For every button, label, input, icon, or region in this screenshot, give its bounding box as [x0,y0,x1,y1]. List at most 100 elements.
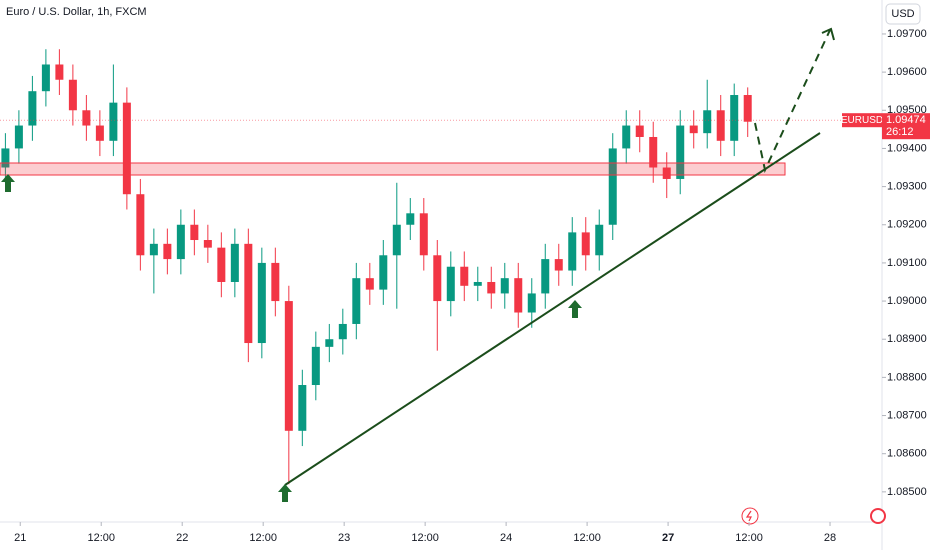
candle-body [716,110,725,141]
y-tick-label: 1.09700 [887,28,927,40]
candle-body [406,213,415,225]
candle-body [230,243,239,282]
candle-body [284,301,293,431]
currency-label[interactable]: USD [891,8,914,20]
x-tick-label: 12:00 [735,532,763,544]
x-tick-label: 21 [14,532,26,544]
countdown-label: 26:12 [886,126,914,138]
candle-body [730,95,739,141]
candle-body [109,102,118,141]
candle-body [271,262,280,302]
candle-body [514,278,523,313]
candle-body [68,79,77,111]
candle-body [419,213,428,256]
y-tick-label: 1.08600 [887,448,927,460]
candle-body [433,255,442,302]
x-tick-label: 12:00 [249,532,277,544]
x-tick-label: 24 [500,532,512,544]
candle-body [55,64,64,80]
candle-body [203,240,212,248]
candle-body [257,262,266,344]
candle-body [298,385,307,431]
candle-body [352,278,361,324]
resistance-zone [0,162,786,176]
candle-body [554,259,563,271]
event-icon-bolt [745,510,752,522]
candle-body [338,323,347,340]
y-tick-label: 1.08800 [887,371,927,383]
y-tick-label: 1.09600 [887,66,927,78]
currency-button[interactable] [885,3,921,25]
price-badge [882,113,930,140]
candle-body [149,243,158,256]
candle-body [311,346,320,386]
y-tick-label: 1.09300 [887,180,927,192]
x-tick-label: 12:00 [87,532,115,544]
candle-body [689,125,698,134]
candle-body [392,224,401,256]
y-tick-label: 1.09400 [887,142,927,154]
candle-body [136,194,145,256]
x-tick-label: 22 [176,532,188,544]
candle-body [365,278,374,290]
candle-body [446,266,455,302]
candle-body [82,110,91,126]
candle-body [703,110,712,134]
candle-body [1,148,10,168]
candle-body [244,243,253,344]
candle-body [527,293,536,313]
candle-body [473,281,482,286]
x-tick-label: 12:00 [573,532,601,544]
symbol-label: EURUSD [841,115,883,126]
candle-body [581,232,590,256]
y-tick-label: 1.09200 [887,219,927,231]
event-icon[interactable] [741,507,759,525]
chart-title: Euro / U.S. Dollar, 1h, FXCM [6,6,147,18]
drawings [0,27,835,502]
candle-body [635,125,644,137]
candle-body [568,232,577,271]
x-tick-label: 28 [824,532,836,544]
candle-body [122,102,131,195]
y-tick-label: 1.08900 [887,333,927,345]
candle-body [622,125,631,149]
candle-body [379,255,388,290]
arrow-up [278,484,292,502]
symbol-badge [842,113,882,128]
settings-icon[interactable] [870,508,886,524]
candle-body [95,125,104,141]
candle-body [649,136,658,168]
candle-body [325,339,334,347]
arrow-up [1,174,15,192]
candle-body [217,247,226,282]
x-tick-label: 23 [338,532,350,544]
projection [754,29,831,174]
candle-body [608,148,617,225]
x-tick-label: 12:00 [411,532,439,544]
last-price-label: 1.09474 [886,114,926,126]
candle-body [190,224,199,241]
candle-body [163,243,172,260]
candle-body [14,125,23,149]
y-tick-label: 1.09100 [887,257,927,269]
arrow-up [568,300,582,318]
candle-body [743,95,752,122]
candle-body [500,278,509,294]
y-tick-label: 1.08500 [887,486,927,498]
candle-body [460,266,469,286]
candle-body [487,281,496,294]
y-tick-label: 1.09000 [887,295,927,307]
candle-body [176,224,185,260]
candle-body [662,167,671,179]
projection-arrowhead [821,27,835,41]
candle-body [595,224,604,256]
candle-body [541,259,550,294]
candle-body [41,64,50,92]
candle-body [676,125,685,179]
y-tick-label: 1.09500 [887,104,927,116]
y-tick-label: 1.08700 [887,409,927,421]
x-tick-label: 27 [662,532,674,544]
candle-body [28,91,37,126]
